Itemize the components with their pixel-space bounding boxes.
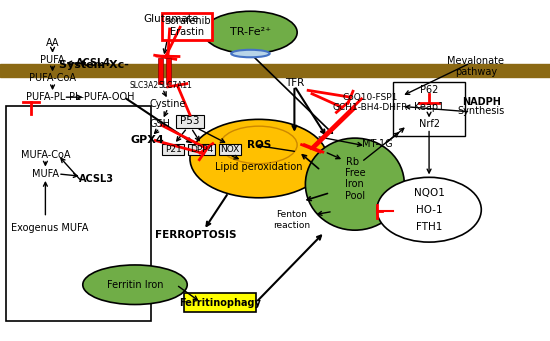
Text: Nrf2: Nrf2 bbox=[419, 119, 439, 130]
Bar bbox=[1, 64, 550, 77]
FancyBboxPatch shape bbox=[6, 106, 151, 321]
Ellipse shape bbox=[220, 126, 297, 164]
Text: P53: P53 bbox=[180, 116, 200, 127]
Text: GPX4: GPX4 bbox=[130, 135, 164, 146]
Text: Rb: Rb bbox=[345, 157, 359, 167]
Text: System Xc-: System Xc- bbox=[59, 60, 129, 70]
Text: AA: AA bbox=[46, 38, 59, 48]
Bar bbox=[166, 58, 171, 84]
Ellipse shape bbox=[190, 119, 327, 198]
Text: FERROPTOSIS: FERROPTOSIS bbox=[155, 230, 236, 240]
Text: TR-Fe²⁺: TR-Fe²⁺ bbox=[230, 27, 271, 38]
Text: Cystine: Cystine bbox=[150, 99, 186, 109]
Text: Mevalonate: Mevalonate bbox=[447, 56, 504, 66]
Text: Lipid peroxidation: Lipid peroxidation bbox=[215, 162, 302, 172]
Text: Glutamate: Glutamate bbox=[143, 14, 199, 24]
Ellipse shape bbox=[204, 11, 297, 54]
Text: Keap1: Keap1 bbox=[414, 102, 444, 113]
Ellipse shape bbox=[83, 265, 187, 305]
FancyBboxPatch shape bbox=[218, 144, 240, 155]
Text: Synthesis: Synthesis bbox=[458, 106, 505, 116]
Text: MUFA: MUFA bbox=[32, 169, 59, 179]
Text: P21: P21 bbox=[165, 145, 182, 154]
Text: Free
Iron
Pool: Free Iron Pool bbox=[344, 167, 365, 201]
Text: Sorafenib
Erastin: Sorafenib Erastin bbox=[164, 16, 211, 38]
Text: Ferritinophagy: Ferritinophagy bbox=[179, 298, 261, 308]
FancyBboxPatch shape bbox=[162, 13, 212, 40]
Text: CoQ10-FSP1: CoQ10-FSP1 bbox=[342, 93, 398, 102]
FancyBboxPatch shape bbox=[184, 293, 256, 312]
Bar bbox=[158, 58, 163, 84]
Text: FTH1: FTH1 bbox=[416, 222, 442, 232]
FancyBboxPatch shape bbox=[176, 115, 204, 128]
Text: NOX: NOX bbox=[220, 145, 239, 154]
Text: Ferritin Iron: Ferritin Iron bbox=[107, 280, 163, 290]
Ellipse shape bbox=[377, 177, 481, 242]
Text: PUFA-CoA: PUFA-CoA bbox=[29, 73, 76, 84]
Text: MUFA-CoA: MUFA-CoA bbox=[21, 150, 70, 160]
Text: SLC3A2: SLC3A2 bbox=[130, 81, 159, 90]
Text: pathway: pathway bbox=[455, 66, 497, 77]
Text: Exogenus MUFA: Exogenus MUFA bbox=[11, 223, 89, 234]
Text: GCH1-BH4-DHFR: GCH1-BH4-DHFR bbox=[333, 103, 408, 112]
Text: TFR: TFR bbox=[285, 77, 304, 88]
FancyBboxPatch shape bbox=[162, 144, 184, 155]
Text: ACSL4: ACSL4 bbox=[76, 58, 111, 68]
Ellipse shape bbox=[231, 50, 270, 57]
Text: SLC7A11: SLC7A11 bbox=[158, 81, 192, 90]
Text: ACSL3: ACSL3 bbox=[79, 174, 114, 184]
Text: ROS: ROS bbox=[246, 140, 271, 150]
FancyBboxPatch shape bbox=[393, 82, 465, 136]
Text: HO-1: HO-1 bbox=[416, 205, 442, 215]
Text: NADPH: NADPH bbox=[462, 97, 501, 107]
Text: Fenton
reaction: Fenton reaction bbox=[273, 210, 310, 229]
Text: MT-1G: MT-1G bbox=[361, 139, 392, 149]
Text: NQO1: NQO1 bbox=[414, 188, 444, 198]
Text: DPP4: DPP4 bbox=[190, 145, 213, 154]
Text: P62: P62 bbox=[420, 85, 438, 95]
Ellipse shape bbox=[305, 138, 404, 230]
Text: GSH: GSH bbox=[149, 119, 170, 129]
Text: PUFA: PUFA bbox=[40, 55, 65, 65]
FancyBboxPatch shape bbox=[188, 144, 214, 155]
Text: PL-PUFA-OOH: PL-PUFA-OOH bbox=[69, 92, 135, 102]
Text: PUFA-PL: PUFA-PL bbox=[26, 92, 65, 102]
